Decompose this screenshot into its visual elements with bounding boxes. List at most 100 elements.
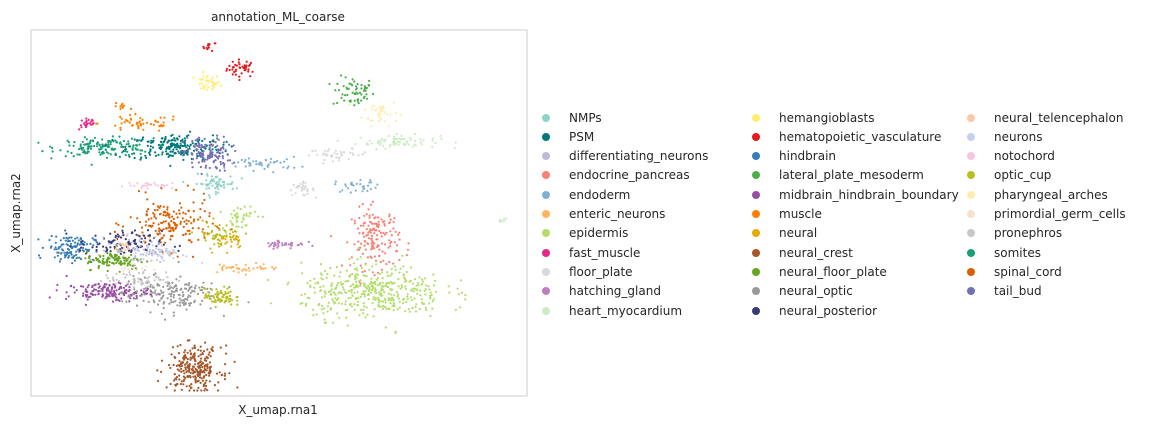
point xyxy=(204,293,207,296)
point xyxy=(175,364,178,367)
point xyxy=(201,71,204,74)
point xyxy=(169,229,172,232)
point xyxy=(322,312,325,315)
point xyxy=(199,349,202,352)
point xyxy=(375,278,378,281)
point xyxy=(205,187,208,190)
point xyxy=(174,356,177,359)
point xyxy=(126,150,129,153)
legend-item: enteric_neurons xyxy=(540,205,665,224)
point xyxy=(82,243,85,246)
point xyxy=(432,273,435,276)
point xyxy=(120,261,123,264)
point xyxy=(127,142,130,145)
point xyxy=(357,297,360,300)
point xyxy=(108,260,111,264)
point xyxy=(101,289,104,293)
point xyxy=(164,281,167,284)
point xyxy=(226,287,229,290)
point xyxy=(214,305,217,309)
point xyxy=(156,205,160,208)
point xyxy=(307,240,310,243)
point xyxy=(155,217,158,220)
point xyxy=(337,159,341,162)
point xyxy=(95,250,98,253)
point xyxy=(203,367,206,370)
point xyxy=(503,219,506,222)
point xyxy=(313,277,316,280)
point xyxy=(179,304,182,307)
point xyxy=(175,212,178,215)
point xyxy=(91,286,94,289)
point xyxy=(415,303,418,306)
point xyxy=(360,308,363,311)
point xyxy=(48,296,51,299)
point xyxy=(171,215,174,218)
point xyxy=(198,376,202,379)
point xyxy=(347,187,350,190)
point xyxy=(71,239,74,242)
point xyxy=(340,96,343,99)
point xyxy=(203,198,206,202)
point xyxy=(356,269,359,272)
point xyxy=(131,147,134,150)
point xyxy=(370,105,373,109)
legend-label: PSM xyxy=(569,129,595,144)
legend-marker xyxy=(542,287,550,296)
point xyxy=(343,99,346,102)
point xyxy=(217,381,220,384)
point xyxy=(161,221,164,224)
scatter-points xyxy=(37,42,508,392)
point xyxy=(67,141,71,144)
point xyxy=(428,288,431,291)
point xyxy=(367,208,370,211)
point xyxy=(135,304,139,307)
point xyxy=(86,248,89,252)
point xyxy=(224,363,227,366)
point xyxy=(390,234,393,237)
legend-item: heart_myocardium xyxy=(540,301,682,320)
point xyxy=(240,226,244,229)
point xyxy=(89,147,93,150)
point xyxy=(57,246,61,249)
point xyxy=(383,224,386,227)
point xyxy=(134,297,137,300)
point xyxy=(267,278,270,282)
point xyxy=(217,242,220,245)
point xyxy=(111,138,114,142)
point xyxy=(124,276,127,279)
point xyxy=(169,251,172,254)
point xyxy=(336,156,339,159)
point xyxy=(306,296,309,299)
point xyxy=(223,374,226,377)
point xyxy=(404,285,407,288)
point xyxy=(151,244,154,247)
point xyxy=(80,238,83,241)
point xyxy=(208,215,211,218)
point xyxy=(204,183,208,186)
point xyxy=(336,152,339,156)
point xyxy=(405,254,408,257)
point xyxy=(416,292,419,295)
point xyxy=(173,245,176,248)
point xyxy=(397,293,400,296)
point xyxy=(418,307,421,310)
point xyxy=(377,140,380,143)
point xyxy=(198,138,201,141)
point xyxy=(401,137,405,140)
point xyxy=(248,215,251,218)
point xyxy=(171,281,174,284)
point xyxy=(197,379,200,382)
point xyxy=(333,152,336,155)
point xyxy=(170,220,173,223)
point xyxy=(307,154,310,157)
point xyxy=(165,386,168,389)
point xyxy=(344,303,347,306)
cluster-floor_plate xyxy=(307,147,366,165)
point xyxy=(346,93,349,97)
point xyxy=(203,296,206,299)
point xyxy=(213,187,217,190)
point xyxy=(191,140,194,143)
point xyxy=(359,256,362,259)
point xyxy=(375,238,378,241)
